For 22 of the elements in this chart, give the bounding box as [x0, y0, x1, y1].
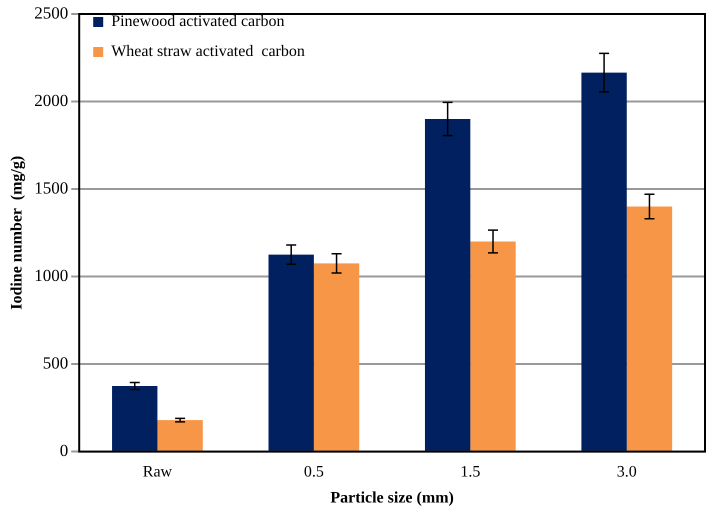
y-tick-label: 0: [60, 441, 68, 460]
legend-label: Pinewood activated carbon: [111, 13, 284, 30]
legend-label: Wheat straw activated carbon: [111, 43, 305, 60]
x-tick-label: 0.5: [304, 463, 324, 480]
bar: [424, 119, 470, 451]
x-axis-title: Particle size (mm): [330, 490, 454, 507]
y-tick-label: 2000: [34, 90, 68, 110]
y-tick-label: 1000: [34, 266, 68, 286]
bar: [268, 254, 314, 451]
bar: [157, 420, 203, 451]
bar: [626, 206, 672, 451]
y-axis-title: Iodine number (mg/g): [8, 156, 26, 310]
bar: [581, 72, 627, 451]
bar: [470, 242, 516, 451]
y-tick-label: 2500: [34, 3, 68, 22]
x-tick-label: 3.0: [616, 463, 637, 480]
y-tick-label: 500: [42, 354, 68, 373]
bar: [314, 263, 360, 451]
bar: [112, 386, 158, 451]
y-tick-label: 1500: [34, 178, 68, 198]
x-tick-label: 1.5: [460, 463, 480, 480]
x-tick-label: Raw: [142, 463, 173, 480]
